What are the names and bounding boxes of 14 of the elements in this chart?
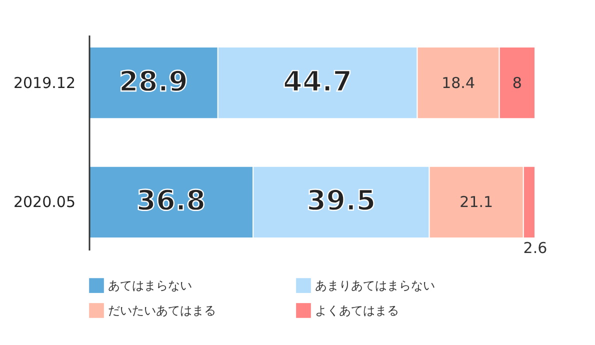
legend-label: あまりあてはまらない [315, 278, 435, 293]
data-label: 36.8 [136, 184, 206, 218]
legend-label: よくあてはまる [315, 304, 399, 318]
legend-label: だいたいあてはまる [108, 304, 216, 318]
legend-label: あてはまらない [108, 278, 192, 293]
y-tick-label: 2020.05 [13, 193, 76, 212]
data-label: 39.5 [306, 184, 376, 218]
data-label: 8 [512, 74, 522, 92]
y-tick-label: 2019.12 [13, 74, 76, 92]
data-label: 18.4 [442, 74, 475, 92]
data-label: 21.1 [460, 193, 494, 212]
data-label: 44.7 [283, 64, 352, 98]
data-label: 2.6 [523, 239, 548, 258]
data-label: 28.9 [118, 64, 188, 98]
